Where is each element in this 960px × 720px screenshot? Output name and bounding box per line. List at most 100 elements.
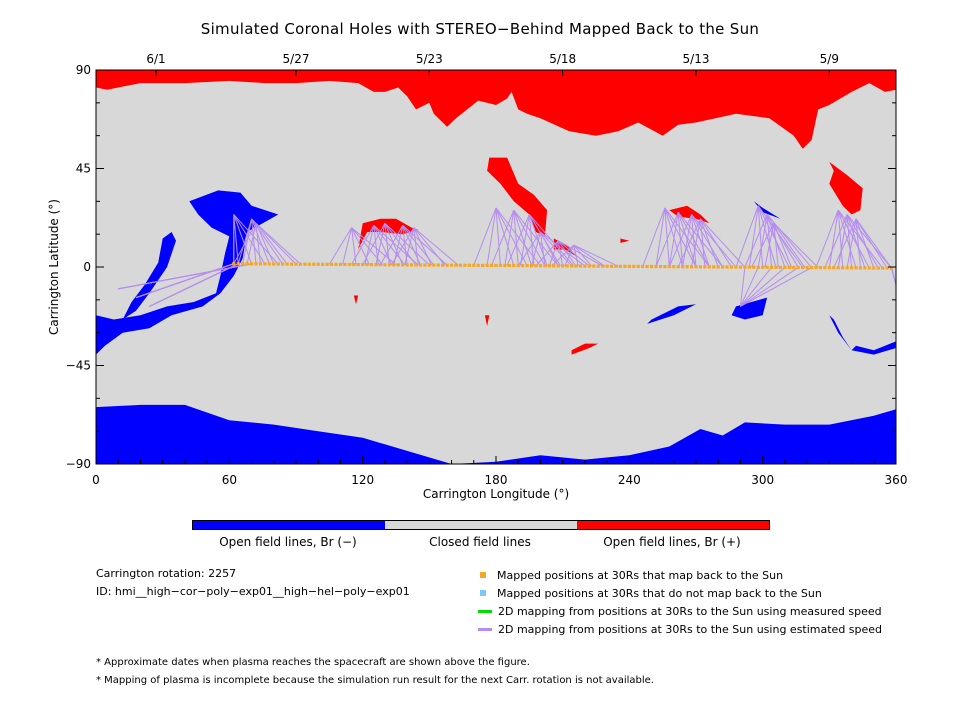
mapped-position-point: [636, 264, 640, 269]
negative-open-region: [731, 297, 768, 320]
estimated-mapping-line: [413, 227, 419, 266]
mapped-position-point: [792, 265, 796, 270]
estimated-mapping-line: [691, 214, 724, 268]
estimated-mapping-line: [691, 214, 710, 268]
estimated-mapping-line: [655, 207, 666, 267]
estimated-mapping-line: [700, 218, 746, 268]
mapped-position-point: [881, 266, 885, 270]
mapped-position-point: [809, 265, 814, 270]
negative-open-region: [851, 341, 896, 355]
estimated-mapping-line: [699, 218, 706, 267]
estimated-mapping-line: [735, 205, 759, 268]
mapped-position-point: [241, 262, 245, 266]
estimated-mapping-line: [233, 214, 239, 264]
mapped-position-point: [738, 265, 743, 269]
mapped-position-point: [307, 262, 311, 266]
estimated-mapping-line: [255, 223, 275, 265]
estimated-mapping-line: [655, 212, 679, 267]
legend-item-mapped-not: Mapped positions at 30Rs that do not map…: [478, 584, 882, 602]
estimated-mapping-line: [837, 210, 844, 268]
mapped-position-point: [321, 262, 325, 266]
mapped-position-point: [712, 265, 716, 269]
mapped-position-point: [632, 264, 636, 268]
estimated-mapping-line: [551, 244, 575, 267]
mapped-position-point: [249, 262, 254, 266]
mapped-position-point: [418, 263, 423, 267]
estimated-mapping-line: [557, 240, 590, 267]
mapped-position-point: [609, 264, 614, 268]
y-tick-label: −90: [66, 457, 91, 471]
estimated-mapping-line: [699, 218, 719, 268]
estimated-mapping-line: [384, 222, 417, 266]
mapped-position-point: [547, 264, 551, 268]
mapped-position-point: [583, 264, 587, 268]
x-tick-label: 0: [92, 473, 100, 487]
estimated-mapping-line: [573, 244, 619, 267]
estimated-mapping-line: [748, 205, 759, 268]
plot-area: [96, 70, 896, 464]
estimated-mapping-line: [233, 214, 279, 265]
mapped-position-point: [525, 264, 529, 268]
mapped-position-point: [503, 263, 507, 268]
mapped-position-point: [312, 262, 316, 266]
mapped-position-point: [596, 264, 600, 268]
mapped-position-point: [663, 264, 667, 269]
estimated-mapping-line: [573, 245, 579, 267]
mapped-position-point: [623, 264, 627, 268]
colorbar-label-closed: Closed field lines: [429, 535, 531, 549]
estimated-mapping-line: [691, 214, 737, 268]
positive-open-region: [96, 70, 896, 149]
estimated-mapping-line: [362, 222, 386, 265]
mapped-position-point: [303, 262, 307, 266]
mapped-position-point: [716, 265, 720, 269]
estimated-mapping-line: [757, 205, 764, 268]
mapped-position-point: [645, 264, 649, 269]
estimated-mapping-line: [855, 218, 861, 268]
mapped-position-point: [685, 265, 689, 269]
estimated-mapping-line: [773, 223, 793, 268]
negative-open-region: [647, 304, 696, 324]
date-tick-label: 6/1: [146, 52, 165, 66]
mapped-position-point: [565, 264, 569, 268]
estimated-mapping-line: [519, 214, 530, 266]
mapped-position-point: [298, 262, 303, 266]
x-tick-label: 240: [618, 473, 641, 487]
y-tick-label: −45: [66, 359, 91, 373]
mapped-position-point: [538, 264, 543, 268]
estimated-mapping-line: [513, 209, 546, 267]
estimated-mapping-line: [757, 205, 790, 268]
estimated-mapping-line: [846, 214, 866, 269]
mapped-position-point: [858, 266, 863, 270]
mapped-position-point: [836, 266, 840, 270]
mapped-position-point: [818, 266, 823, 270]
mapped-position-point: [374, 263, 378, 267]
estimated-mapping-line: [384, 223, 404, 266]
mapped-position-point: [614, 264, 618, 268]
mapped-position-point: [783, 265, 787, 269]
negative-open-region: [96, 404, 896, 464]
estimated-mapping-line: [739, 267, 759, 307]
estimated-mapping-line: [740, 267, 799, 307]
estimated-mapping-line: [668, 212, 679, 267]
mapped-position-point: [316, 262, 320, 266]
mapped-position-point: [365, 263, 369, 267]
mapped-position-point: [472, 263, 476, 267]
estimated-mapping-line: [740, 266, 772, 307]
estimated-mapping-line: [757, 214, 768, 268]
colorbar-negative: [193, 521, 385, 529]
colorbar-closed: [385, 521, 577, 529]
mapped-position-point: [689, 265, 694, 269]
mapped-position-point: [774, 265, 778, 269]
mapped-position-point: [605, 264, 609, 268]
mapped-position-point: [734, 265, 738, 269]
estimated-mapping-line: [773, 223, 779, 268]
purple-line-icon: [478, 627, 492, 631]
light-blue-square-icon: [480, 590, 486, 596]
estimated-mapping-line: [855, 218, 888, 269]
estimated-mapping-line: [682, 214, 693, 267]
mapped-position-point: [361, 262, 365, 267]
mapped-position-point: [449, 263, 454, 267]
date-tick-label: 5/9: [820, 52, 839, 66]
colorbar-label-negative: Open field lines, Br (−): [219, 535, 357, 549]
mapped-position-point: [743, 265, 747, 269]
